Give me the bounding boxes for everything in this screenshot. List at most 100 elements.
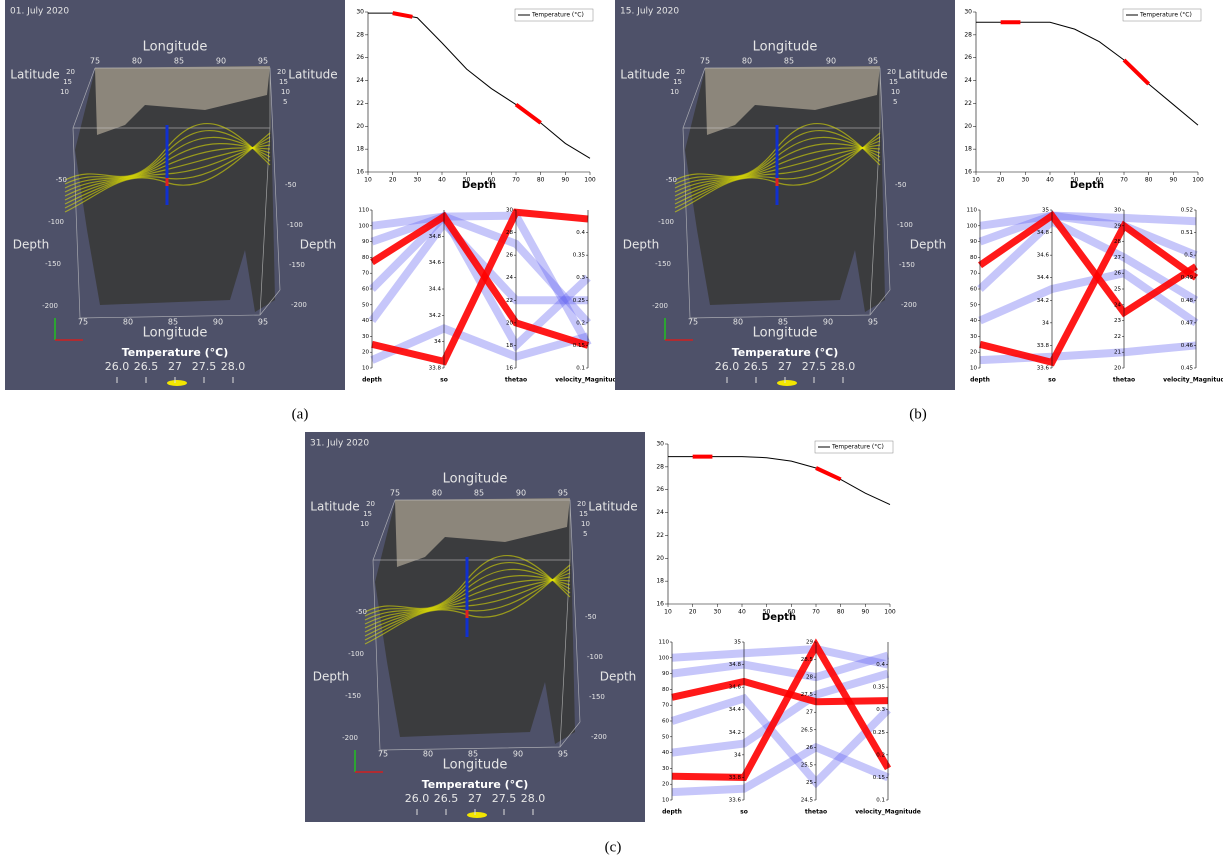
x-tick-label: 20	[389, 177, 397, 184]
tick-label: 80	[132, 57, 142, 66]
tick-label: 28	[1114, 239, 1121, 245]
tick-label: -50	[585, 613, 596, 621]
tick-label: 0.2	[876, 752, 885, 758]
pc-axis-name: depth	[662, 809, 682, 816]
axis-label: Depth	[13, 238, 50, 252]
y-tick-label: 18	[964, 146, 972, 153]
tick-label: 90	[362, 239, 369, 245]
tick-label: 0.4	[876, 662, 885, 668]
caption: (b)	[909, 406, 927, 422]
axis-label: Depth	[600, 670, 637, 684]
x-tick-label: 90	[1170, 177, 1178, 184]
colorbar-tick-label: 26.0	[715, 360, 740, 373]
tick-label: 0.3	[876, 707, 885, 713]
tick-label: 27	[806, 710, 813, 716]
x-tick-label: 30	[1022, 177, 1030, 184]
x-tick-label: 80	[837, 609, 845, 616]
tick-label: -50	[666, 176, 677, 184]
tick-label: 10	[670, 88, 679, 96]
tick-label: -100	[348, 650, 364, 658]
tick-label: 20	[676, 68, 685, 76]
colorbar-title: Temperature (°C)	[422, 778, 529, 791]
tick-label: 20	[577, 500, 586, 508]
tick-label: 75	[700, 57, 710, 66]
tick-label: 0.1	[576, 366, 585, 372]
tick-label: -100	[658, 218, 674, 226]
tick-label: 34.8	[1037, 230, 1050, 236]
tick-label: 0.49	[1181, 275, 1194, 281]
tick-label: 70	[362, 271, 369, 277]
tick-label: 50	[362, 302, 369, 308]
tick-label: 0.35	[873, 685, 886, 691]
colorbar-tick-label: 27.5	[492, 792, 517, 805]
colorbar-tick-label: 27.5	[802, 360, 827, 373]
parallel-coordinates: depth102030405060708090100110so33.633.83…	[958, 198, 1223, 390]
axis-label: Longitude	[753, 326, 818, 341]
tick-label: 95	[868, 57, 878, 66]
tick-label: 10	[581, 520, 590, 528]
colorbar-tick-label: 27	[168, 360, 182, 373]
x-tick-label: 10	[972, 177, 980, 184]
tick-label: -200	[42, 302, 58, 310]
tick-label: -150	[655, 260, 671, 268]
x-axis-label: Depth	[462, 180, 496, 191]
y-tick-label: 26	[964, 54, 972, 61]
tick-label: 90	[662, 671, 669, 677]
legend-label: Temperature (°C)	[531, 12, 584, 19]
tick-label: -150	[45, 260, 61, 268]
tick-label: 34.6	[429, 260, 442, 266]
tick-label: 90	[213, 318, 223, 327]
colorbar-tick-label: 28.0	[521, 792, 546, 805]
tick-label: 90	[516, 489, 526, 498]
x-tick-label: 90	[862, 609, 870, 616]
tick-label: 34.8	[429, 234, 442, 240]
x-tick-label: 40	[738, 609, 746, 616]
tick-label: 95	[258, 318, 268, 327]
colorbar-tick-label: 26.5	[434, 792, 459, 805]
tick-label: 18	[506, 343, 513, 349]
tick-label: 33.8	[729, 775, 742, 781]
pc-axis-name: depth	[970, 377, 990, 384]
pc-axis-name: velocity_Magnitude	[555, 377, 621, 384]
tick-label: -150	[345, 692, 361, 700]
parallel-coordinates: depth102030405060708090100110so33.83434.…	[350, 198, 621, 390]
tick-label: 0.4	[576, 230, 585, 236]
tick-label: 33.6	[1037, 366, 1050, 372]
colorbar-title: Temperature (°C)	[122, 346, 229, 359]
chart-background	[958, 0, 1213, 195]
line-chart: 1618202224262830102030405060708090100Dep…	[958, 0, 1213, 195]
axis-label: Longitude	[443, 758, 508, 773]
pc-axis-name: thetao	[1113, 377, 1135, 384]
tick-label: -150	[289, 261, 305, 269]
y-tick-label: 24	[356, 77, 364, 84]
tick-label: 0.25	[873, 730, 886, 736]
tick-label: 34	[434, 339, 441, 345]
tick-label: 34	[1042, 320, 1049, 326]
x-tick-label: 40	[438, 177, 446, 184]
tick-label: 85	[778, 318, 788, 327]
x-tick-label: 20	[689, 609, 697, 616]
tick-label: 95	[258, 57, 268, 66]
tick-label: 24	[1114, 302, 1121, 308]
tick-label: 110	[659, 640, 670, 646]
tick-label: 0.3	[576, 275, 585, 281]
tick-label: 20	[362, 350, 369, 356]
tick-label: 80	[423, 750, 433, 759]
colorbar-swatch	[777, 380, 797, 386]
tick-label: 80	[362, 255, 369, 261]
tick-label: 90	[216, 57, 226, 66]
colorbar-title: Temperature (°C)	[732, 346, 839, 359]
colorbar-tick-label: 28.0	[221, 360, 246, 373]
tick-label: -100	[897, 221, 913, 229]
y-tick-label: 16	[356, 169, 364, 176]
caption: (a)	[292, 406, 309, 422]
tick-label: 85	[168, 318, 178, 327]
tick-label: 110	[359, 208, 370, 214]
tick-label: 60	[970, 287, 977, 293]
date-label: 01. July 2020	[10, 7, 69, 17]
tick-label: 70	[970, 271, 977, 277]
tick-label: 22	[506, 298, 513, 304]
tick-label: 15	[363, 510, 372, 518]
y-tick-label: 28	[656, 463, 664, 470]
tick-label: 50	[662, 734, 669, 740]
